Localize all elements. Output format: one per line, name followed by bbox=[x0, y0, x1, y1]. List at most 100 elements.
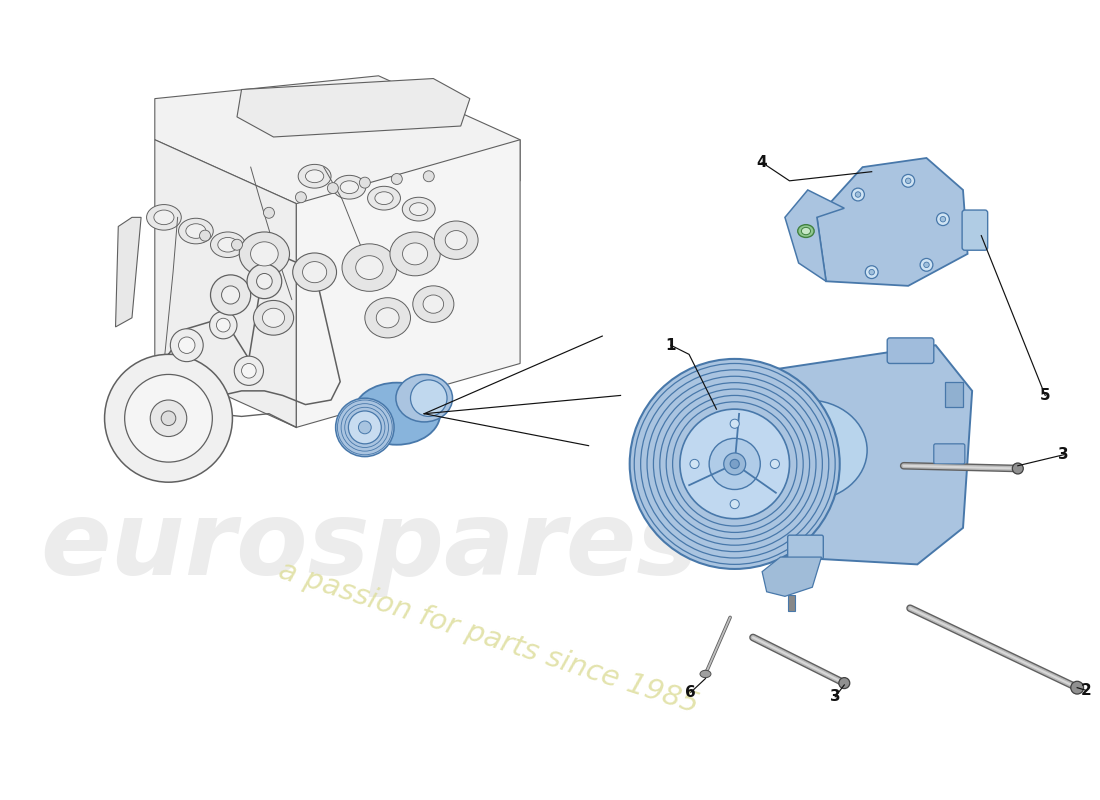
Circle shape bbox=[248, 264, 282, 298]
Circle shape bbox=[210, 275, 251, 315]
Ellipse shape bbox=[700, 670, 711, 678]
Ellipse shape bbox=[306, 170, 323, 182]
FancyBboxPatch shape bbox=[934, 444, 965, 464]
Ellipse shape bbox=[367, 186, 400, 210]
Circle shape bbox=[151, 400, 187, 437]
Ellipse shape bbox=[802, 227, 811, 234]
Ellipse shape bbox=[409, 202, 428, 215]
Circle shape bbox=[199, 230, 210, 241]
Bar bbox=[945, 382, 962, 407]
Ellipse shape bbox=[154, 210, 174, 225]
Ellipse shape bbox=[403, 243, 428, 265]
Circle shape bbox=[424, 170, 434, 182]
Ellipse shape bbox=[298, 164, 331, 188]
Ellipse shape bbox=[242, 246, 277, 271]
Ellipse shape bbox=[218, 238, 238, 252]
Circle shape bbox=[1070, 682, 1084, 694]
Ellipse shape bbox=[424, 295, 443, 314]
Ellipse shape bbox=[251, 242, 278, 266]
Circle shape bbox=[210, 311, 236, 339]
Ellipse shape bbox=[748, 400, 867, 501]
Circle shape bbox=[170, 329, 204, 362]
Circle shape bbox=[178, 337, 195, 354]
Circle shape bbox=[856, 192, 860, 198]
Polygon shape bbox=[754, 346, 972, 564]
Circle shape bbox=[710, 438, 760, 490]
Ellipse shape bbox=[250, 251, 270, 266]
Circle shape bbox=[629, 359, 839, 569]
Ellipse shape bbox=[186, 224, 206, 238]
Text: 4: 4 bbox=[757, 155, 768, 170]
Circle shape bbox=[336, 398, 394, 457]
Ellipse shape bbox=[375, 192, 393, 205]
Ellipse shape bbox=[390, 232, 440, 276]
Ellipse shape bbox=[342, 244, 397, 291]
Ellipse shape bbox=[240, 232, 289, 276]
Circle shape bbox=[902, 174, 914, 187]
Circle shape bbox=[221, 286, 240, 304]
Circle shape bbox=[124, 374, 212, 462]
Text: 1: 1 bbox=[666, 338, 676, 353]
Text: 6: 6 bbox=[685, 685, 696, 700]
Circle shape bbox=[730, 499, 739, 509]
Circle shape bbox=[1012, 463, 1023, 474]
Circle shape bbox=[940, 217, 946, 222]
Text: a passion for parts since 1985: a passion for parts since 1985 bbox=[275, 556, 702, 718]
Ellipse shape bbox=[355, 256, 383, 279]
Ellipse shape bbox=[210, 232, 245, 258]
Text: 2: 2 bbox=[1081, 683, 1091, 698]
Circle shape bbox=[851, 188, 865, 201]
Polygon shape bbox=[296, 140, 520, 427]
Polygon shape bbox=[817, 158, 968, 286]
Circle shape bbox=[328, 182, 339, 194]
FancyBboxPatch shape bbox=[888, 338, 934, 363]
FancyBboxPatch shape bbox=[788, 535, 823, 559]
Circle shape bbox=[349, 411, 382, 444]
Ellipse shape bbox=[293, 253, 337, 291]
Ellipse shape bbox=[340, 181, 359, 194]
Circle shape bbox=[724, 453, 746, 475]
Ellipse shape bbox=[376, 308, 399, 328]
Circle shape bbox=[242, 363, 256, 378]
Circle shape bbox=[730, 459, 739, 469]
FancyBboxPatch shape bbox=[962, 210, 988, 250]
Circle shape bbox=[770, 459, 780, 469]
Ellipse shape bbox=[333, 175, 366, 199]
Text: 3: 3 bbox=[1058, 447, 1069, 462]
Circle shape bbox=[360, 177, 371, 188]
Circle shape bbox=[905, 178, 911, 183]
Circle shape bbox=[690, 459, 700, 469]
Ellipse shape bbox=[434, 221, 478, 259]
Ellipse shape bbox=[263, 308, 285, 327]
Ellipse shape bbox=[446, 230, 468, 250]
Ellipse shape bbox=[412, 286, 454, 322]
Circle shape bbox=[359, 421, 371, 434]
Circle shape bbox=[869, 270, 874, 275]
Ellipse shape bbox=[365, 298, 410, 338]
Circle shape bbox=[231, 239, 242, 250]
Circle shape bbox=[680, 409, 790, 518]
Ellipse shape bbox=[403, 198, 436, 221]
Text: 5: 5 bbox=[1040, 388, 1050, 403]
Bar bbox=[788, 594, 795, 611]
Circle shape bbox=[217, 318, 230, 332]
Polygon shape bbox=[155, 76, 520, 204]
Circle shape bbox=[256, 274, 272, 289]
Circle shape bbox=[410, 380, 447, 417]
Ellipse shape bbox=[302, 262, 327, 282]
Circle shape bbox=[936, 213, 949, 226]
Ellipse shape bbox=[396, 374, 452, 422]
Circle shape bbox=[162, 411, 176, 426]
Circle shape bbox=[730, 419, 739, 428]
Circle shape bbox=[920, 258, 933, 271]
Circle shape bbox=[392, 174, 403, 185]
Polygon shape bbox=[116, 218, 141, 327]
Polygon shape bbox=[236, 78, 470, 137]
Circle shape bbox=[924, 262, 930, 267]
Polygon shape bbox=[762, 557, 822, 596]
Ellipse shape bbox=[146, 205, 182, 230]
Polygon shape bbox=[785, 190, 845, 282]
Ellipse shape bbox=[798, 225, 814, 238]
Ellipse shape bbox=[178, 218, 213, 244]
Text: eurospares: eurospares bbox=[41, 496, 698, 597]
